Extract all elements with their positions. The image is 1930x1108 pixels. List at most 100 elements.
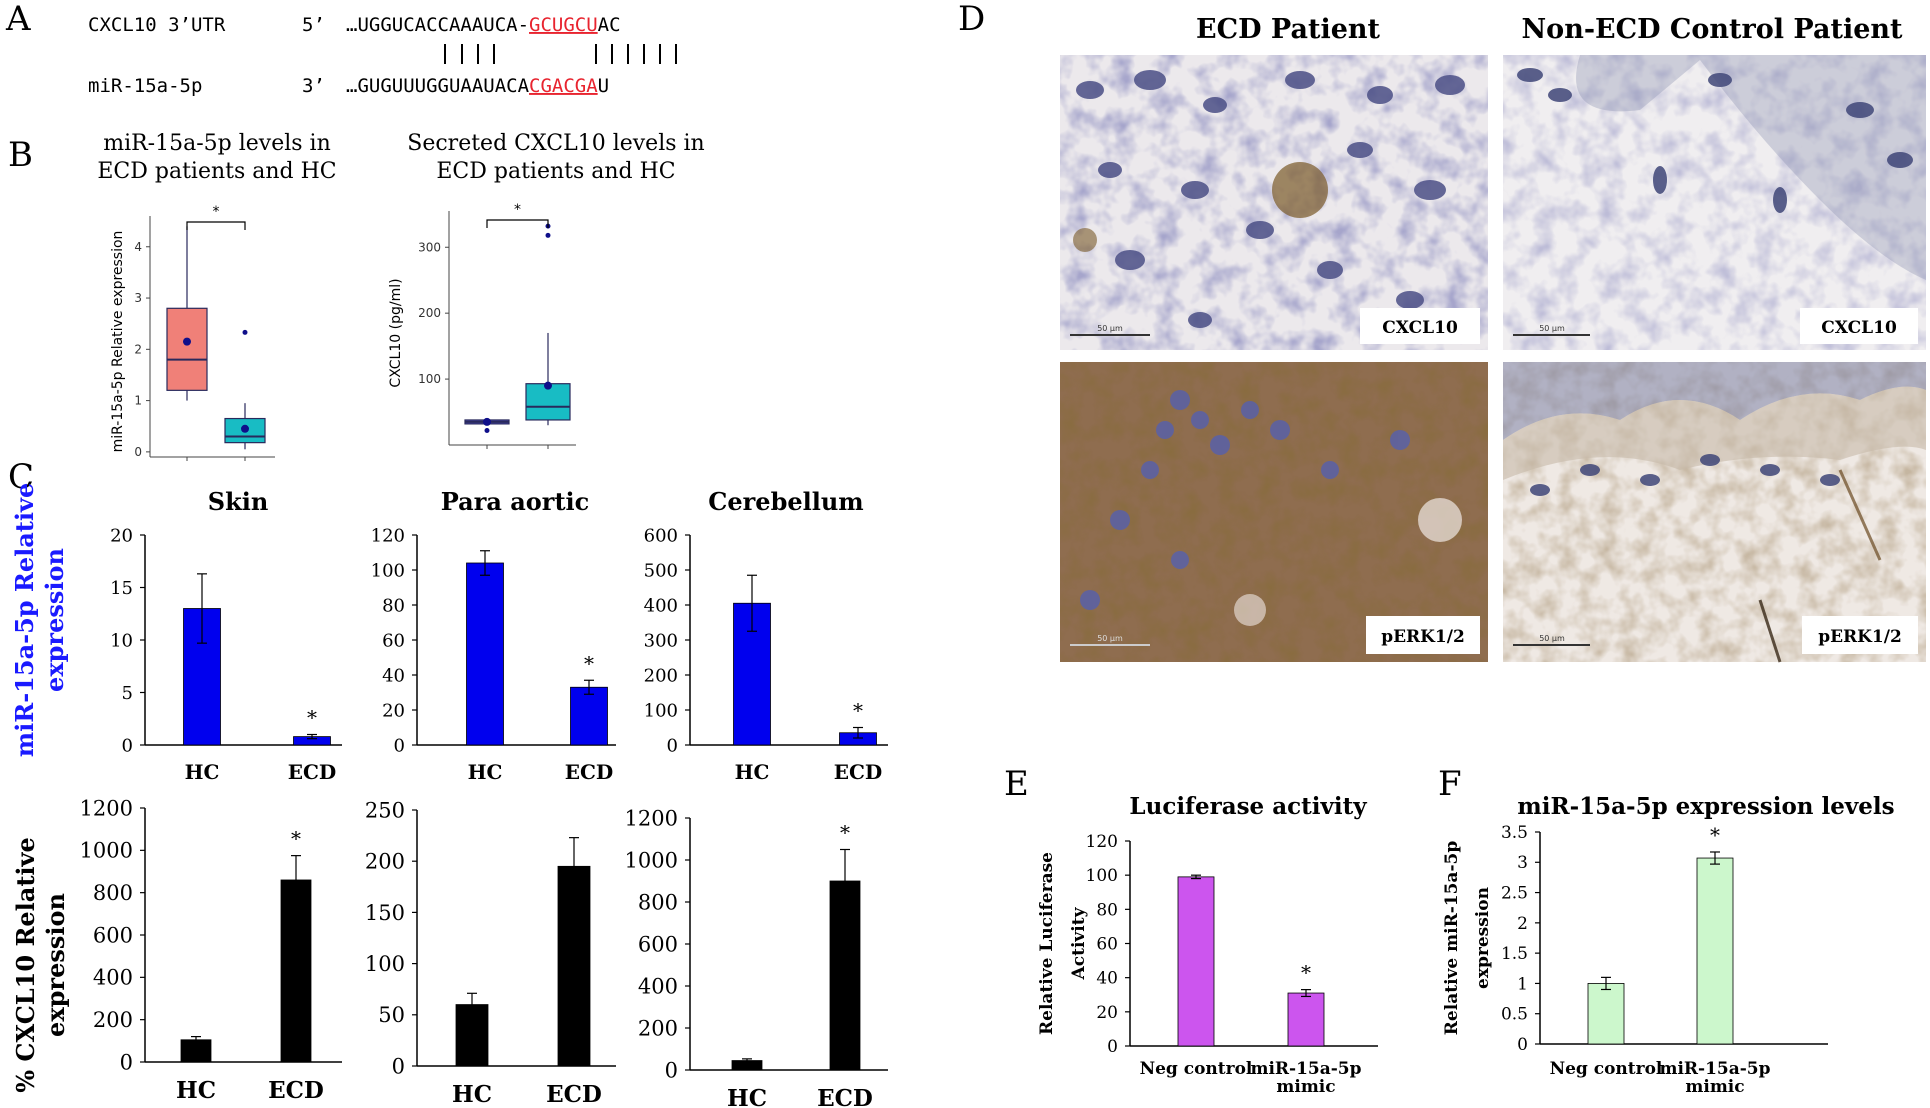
x-category-label: ECD — [546, 1081, 602, 1108]
y-axis-label: expression — [1473, 887, 1493, 989]
y-tick-label: 200 — [638, 1016, 678, 1040]
micro-label-control-cxcl10: CXCL10 — [1821, 318, 1897, 338]
charts-layer: 0 1 2 3 4 * miR-15a-5p levels in ECD patients a… — [80, 131, 1895, 1108]
micro-label-control-perk: pERK1/2 — [1818, 627, 1902, 647]
chart-title: miR-15a-5p levels in — [103, 131, 331, 156]
chart-title: ECD patients and HC — [436, 159, 675, 184]
y-tick-label: 60 — [382, 630, 405, 651]
micro-scale-control-perk: 50 µm — [1539, 634, 1565, 643]
bar — [466, 562, 504, 746]
x-category-label: HC — [735, 760, 770, 784]
y-tick-label: 100 — [1086, 866, 1118, 886]
x-category-label: Neg control — [1550, 1059, 1663, 1079]
significance-star: * — [291, 827, 301, 851]
y-tick-label: 400 — [644, 595, 678, 616]
c-ylabel-bottom-line2: expression — [41, 893, 70, 1037]
outlier-point — [242, 329, 248, 335]
c-ylabel-bottom-line1: % CXCL10 Relative — [11, 837, 40, 1093]
y-tick-label: 1 — [1517, 974, 1528, 994]
x-category-label: ECD — [565, 760, 614, 784]
chart-e: 0 20 40 60 80 100 120 Neg control * miR-15a-5pmim… — [1037, 793, 1378, 1097]
chart-c1: 0 5 10 15 20 HC * ECD Skin — [110, 487, 342, 784]
y-tick-label: 120 — [1086, 832, 1118, 852]
chart-b1: 0 1 2 3 4 * miR-15a-5p levels in ECD patients a… — [97, 131, 337, 461]
y-tick-label: 3.5 — [1501, 823, 1528, 843]
x-category-label: HC — [185, 760, 220, 784]
y-tick-label: 0 — [392, 1054, 405, 1078]
x-category-label: ECD — [288, 760, 337, 784]
y-axis-label: Relative miR-15a-5p — [1442, 841, 1462, 1036]
y-tick-label: 20 — [110, 525, 133, 546]
y-tick-label: 20 — [382, 700, 405, 721]
bar — [829, 880, 861, 1071]
mean-point — [483, 417, 491, 426]
y-tick-label: 100 — [365, 952, 405, 976]
chart-title: Skin — [208, 487, 269, 516]
box — [166, 307, 208, 391]
mir-label: miR-15a-5p — [88, 75, 202, 97]
y-axis-label: Activity — [1069, 906, 1089, 980]
x-category-label: HC — [727, 1085, 767, 1108]
utr-seq-red: GCUGCU — [529, 14, 598, 36]
y-tick-label: 200 — [93, 1008, 133, 1032]
y-tick-label: 1000 — [625, 848, 678, 872]
bar — [1696, 857, 1734, 1045]
bar — [1287, 992, 1325, 1047]
bar — [280, 879, 312, 1063]
y-tick-label: 2 — [134, 342, 142, 356]
utr-seq-tail: AC — [598, 14, 621, 36]
micrograph-control-perk: pERK1/2 50 µm — [1503, 362, 1926, 663]
y-tick-label: 800 — [638, 890, 678, 914]
y-axis-label: Relative Luciferase — [1037, 852, 1057, 1035]
chart-title: Cerebellum — [708, 487, 863, 516]
mean-point — [183, 337, 191, 346]
micro-col-title-control: Non-ECD Control Patient — [1522, 14, 1904, 45]
micro-col-title-ecd: ECD Patient — [1196, 14, 1380, 45]
y-tick-label: 0 — [394, 735, 405, 756]
mean-point — [544, 381, 552, 390]
y-tick-label: 400 — [638, 974, 678, 998]
chart-b2: 100 200 300 * Secreted CXCL10 levels in ECD p… — [388, 131, 705, 449]
mir-sequence: …GUGUUUGGUAAUACACGACGAU — [346, 75, 609, 97]
significance-bracket — [186, 221, 246, 230]
chart-c6: 0 200 400 600 800 1000 1200 HC * ECD — [625, 806, 888, 1108]
y-tick-label: 100 — [371, 560, 405, 581]
significance-star: * — [584, 651, 594, 675]
micro-label-ecd-perk: pERK1/2 — [1381, 627, 1465, 647]
y-tick-label: 200 — [644, 665, 678, 686]
micrograph-panel: ECD Patient Non-ECD Control Patient CXCL… — [1060, 14, 1926, 663]
x-category-label: mimic — [1276, 1077, 1335, 1097]
y-tick-label: 1200 — [80, 796, 133, 820]
x-category-label: mimic — [1685, 1077, 1744, 1097]
utr-seq-black: …UGGUCACCAAAUCA- — [346, 14, 529, 36]
y-tick-label: 500 — [644, 560, 678, 581]
y-tick-label: 0 — [122, 735, 133, 756]
sequence-alignment: CXCL10 3’UTR 5’ …UGGUCACCAAAUCA-GCUGCUAC… — [88, 14, 677, 97]
bar — [1177, 876, 1215, 1047]
bar — [1587, 983, 1625, 1045]
micrograph-ecd-cxcl10: CXCL10 50 µm — [1060, 55, 1488, 350]
y-tick-label: 40 — [382, 665, 405, 686]
mir-seq-black: …GUGUUUGGUAAUACA — [346, 75, 530, 97]
chart-title: ECD patients and HC — [97, 159, 336, 184]
bar — [570, 686, 608, 746]
micro-label-ecd-cxcl10: CXCL10 — [1382, 318, 1458, 338]
panel-letter-a: A — [5, 0, 31, 39]
chart-title: Para aortic — [441, 487, 590, 516]
y-tick-label: 2.5 — [1501, 884, 1528, 904]
y-tick-label: 150 — [365, 901, 405, 925]
y-tick-label: 600 — [638, 932, 678, 956]
panel-letter-b: B — [8, 135, 33, 175]
micrograph-control-cxcl10: CXCL10 50 µm — [1503, 55, 1926, 350]
mir-seq-red: CGACGA — [529, 75, 598, 97]
y-tick-label: 2 — [1517, 914, 1528, 934]
x-category-label: Neg control — [1140, 1059, 1253, 1079]
x-category-label: HC — [452, 1081, 492, 1108]
chart-title: Secreted CXCL10 levels in — [407, 131, 704, 156]
x-category-label: ECD — [834, 760, 883, 784]
y-tick-label: 0 — [667, 735, 678, 756]
y-tick-label: 300 — [644, 630, 678, 651]
micro-scale-ecd-cxcl10: 50 µm — [1097, 324, 1123, 333]
micro-scale-ecd-perk: 50 µm — [1097, 634, 1123, 643]
